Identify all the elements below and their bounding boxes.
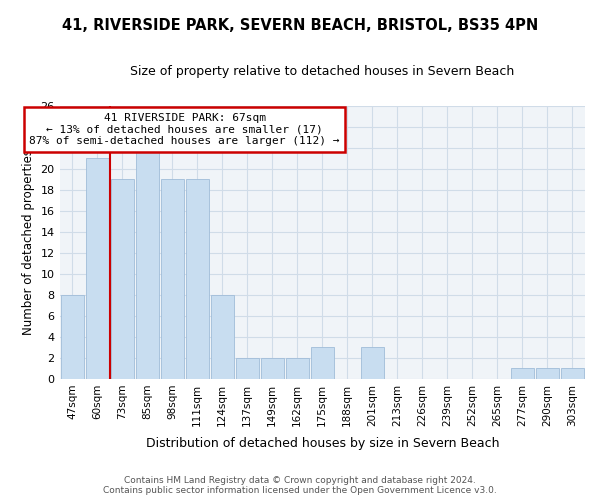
Bar bbox=[161, 179, 184, 379]
Bar bbox=[361, 348, 384, 379]
Bar bbox=[185, 179, 209, 379]
Bar bbox=[261, 358, 284, 379]
Bar bbox=[311, 348, 334, 379]
Bar bbox=[286, 358, 309, 379]
Bar bbox=[561, 368, 584, 379]
Bar bbox=[136, 148, 158, 379]
Bar bbox=[511, 368, 534, 379]
X-axis label: Distribution of detached houses by size in Severn Beach: Distribution of detached houses by size … bbox=[146, 437, 499, 450]
Bar bbox=[61, 295, 83, 379]
Text: 41 RIVERSIDE PARK: 67sqm
← 13% of detached houses are smaller (17)
87% of semi-d: 41 RIVERSIDE PARK: 67sqm ← 13% of detach… bbox=[29, 113, 340, 146]
Bar bbox=[211, 295, 233, 379]
Bar bbox=[110, 179, 134, 379]
Bar bbox=[86, 158, 109, 379]
Title: Size of property relative to detached houses in Severn Beach: Size of property relative to detached ho… bbox=[130, 65, 514, 78]
Bar bbox=[536, 368, 559, 379]
Text: Contains HM Land Registry data © Crown copyright and database right 2024.
Contai: Contains HM Land Registry data © Crown c… bbox=[103, 476, 497, 495]
Bar bbox=[236, 358, 259, 379]
Y-axis label: Number of detached properties: Number of detached properties bbox=[22, 149, 35, 335]
Text: 41, RIVERSIDE PARK, SEVERN BEACH, BRISTOL, BS35 4PN: 41, RIVERSIDE PARK, SEVERN BEACH, BRISTO… bbox=[62, 18, 538, 32]
